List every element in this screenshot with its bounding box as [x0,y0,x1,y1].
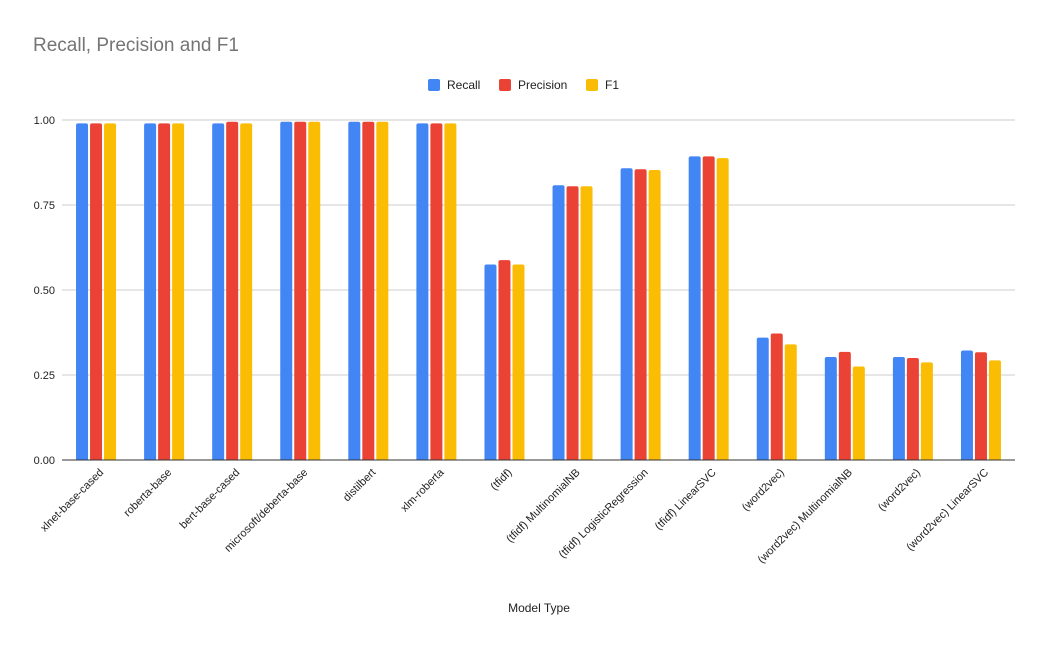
x-tick-label: (word2vec) [876,467,923,514]
bar-f1-7 [580,186,593,461]
bar-precision-2 [226,121,239,460]
bar-recall-1 [144,123,157,461]
bar-recall-11 [824,356,837,460]
x-tick-label: xlnet-base-cased [38,467,106,535]
bar-precision-13 [974,352,987,460]
x-tick-label: (tfidf) [488,467,514,493]
y-axis-ticks: 0.00 0.25 0.50 0.75 1.00 [34,115,55,467]
bar-precision-3 [294,121,307,460]
legend-label-f1: F1 [605,78,619,92]
bar-recall-10 [756,337,769,460]
bar-precision-12 [906,358,919,460]
legend: Recall Precision F1 [428,78,619,92]
y-tick-label: 0.00 [34,455,55,467]
bar-f1-11 [852,366,865,460]
bar-f1-3 [308,121,321,460]
legend-label-precision: Precision [518,78,567,92]
bar-f1-10 [784,344,797,460]
y-tick-label: 1.00 [34,115,55,127]
legend-label-recall: Recall [447,78,480,92]
bar-f1-5 [444,123,457,461]
x-tick-label: bert-base-cased [178,467,243,532]
bars [76,121,1001,461]
bar-precision-6 [498,260,511,460]
bar-recall-5 [416,123,429,461]
x-tick-label: (word2vec) [740,467,787,514]
bar-recall-9 [688,156,701,460]
x-tick-label: xlm-roberta [399,466,447,514]
y-tick-label: 0.50 [34,285,55,297]
bar-precision-5 [430,123,443,461]
x-tick-label: (tfidf) MultinomialNB [504,467,583,546]
bar-f1-9 [716,158,729,460]
bar-recall-12 [892,356,905,460]
bar-precision-11 [838,351,851,460]
grid-lines [62,119,1015,376]
bar-f1-4 [376,121,389,460]
bar-precision-4 [362,121,375,460]
bar-f1-12 [920,362,933,460]
y-tick-label: 0.75 [34,200,55,212]
bar-precision-0 [90,123,103,461]
bar-precision-10 [770,333,783,460]
legend-swatch-recall [428,79,440,91]
legend-swatch-f1 [586,79,598,91]
chart-title: Recall, Precision and F1 [33,35,239,56]
bar-recall-2 [212,123,225,461]
bar-precision-8 [634,169,647,461]
bar-recall-13 [960,350,973,460]
bar-recall-8 [620,168,633,460]
bar-precision-1 [158,123,171,461]
bar-recall-7 [552,185,565,460]
bar-precision-7 [566,186,579,461]
x-tick-label: distilbert [341,467,378,504]
bar-recall-4 [348,121,361,460]
bar-precision-9 [702,156,715,460]
bar-f1-0 [104,123,117,461]
y-tick-label: 0.25 [34,370,55,382]
bar-recall-3 [280,121,293,460]
bar-f1-8 [648,169,661,461]
bar-f1-2 [240,123,253,461]
bar-recall-0 [76,123,89,461]
x-tick-label: (tfidf) LinearSVC [653,467,719,533]
bar-f1-1 [172,123,185,461]
bar-f1-6 [512,264,525,460]
x-axis-title: Model Type [508,601,570,615]
bar-recall-6 [484,264,497,460]
x-axis-ticks: xlnet-base-cased roberta-base bert-base-ca… [38,466,991,566]
legend-swatch-precision [499,79,511,91]
x-tick-label: roberta-base [122,467,175,520]
bar-f1-13 [988,360,1001,460]
